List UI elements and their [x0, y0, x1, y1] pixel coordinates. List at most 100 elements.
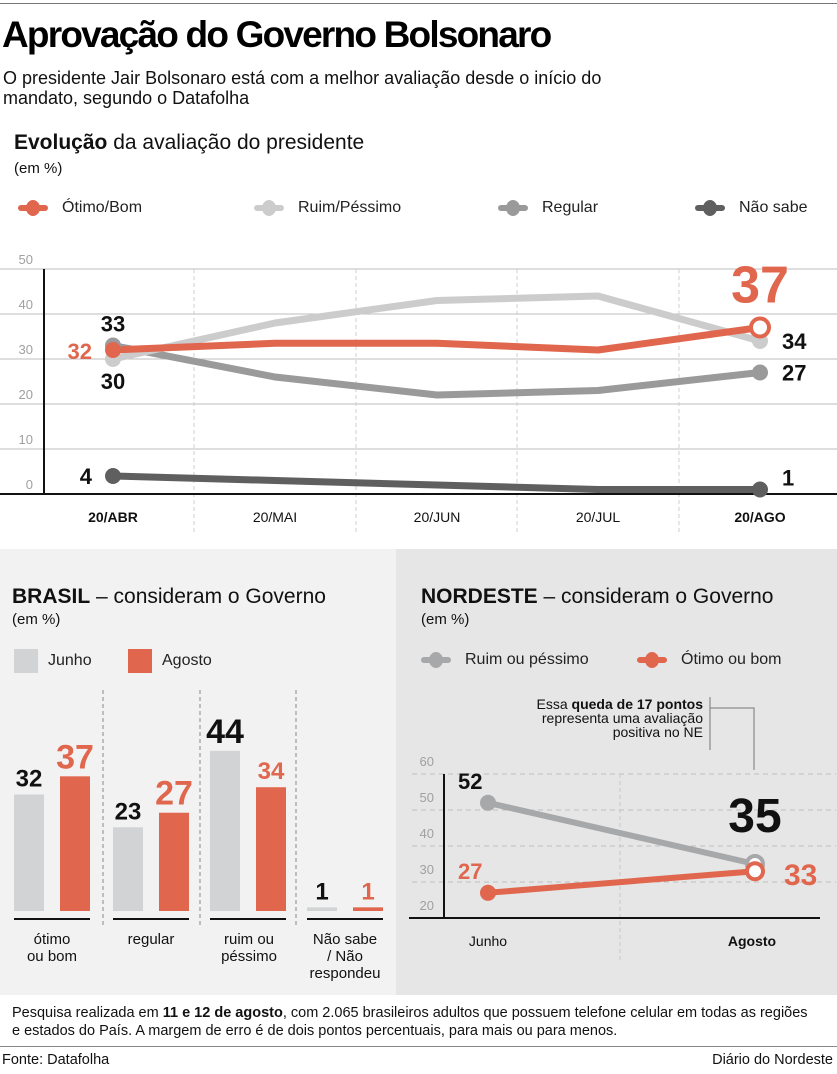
y-tick-label: 0 [26, 477, 33, 492]
bar-agosto [353, 907, 383, 911]
y-tick-label: 30 [420, 862, 434, 877]
bar-junho [113, 827, 143, 911]
bar-value-label: 27 [155, 775, 193, 813]
series-line-ruim-p-ssimo [109, 292, 764, 363]
category-label: ótimo ou bom [26, 931, 78, 965]
legend-ruim-pessimo: Ruim/Péssimo [254, 199, 401, 217]
data-point [745, 861, 765, 882]
category-label: Não sabe / Não respondeu [309, 931, 381, 982]
nordeste-panel [396, 549, 837, 995]
data-label: 33 [101, 312, 125, 337]
x-tick-label: 20/MAI [253, 509, 297, 525]
bar-value-label: 1 [315, 878, 328, 905]
y-tick-label: 20 [420, 898, 434, 913]
bar-agosto [60, 776, 90, 911]
bar-junho [14, 794, 44, 911]
data-point [480, 884, 496, 901]
note-text: Pesquisa realizada em [12, 1005, 163, 1021]
brasil-title-bold: BRASIL [12, 585, 91, 608]
page-subtitle: O presidente Jair Bolsonaro está com a m… [3, 68, 602, 108]
legend-otimo-bom: Ótimo/Bom [18, 199, 142, 217]
y-tick-label: 60 [420, 754, 434, 769]
series-line [485, 868, 758, 896]
bar-value-label: 37 [56, 738, 94, 776]
top-rule [0, 3, 837, 4]
annotation-text: representa uma avaliação positiva no NE [541, 710, 703, 740]
evolucao-title-bold: Evolução [14, 131, 108, 154]
data-label: 1 [782, 466, 794, 491]
data-label: 27 [458, 859, 482, 884]
nordeste-title-rest: – consideram o Governo [537, 585, 774, 608]
data-point [105, 468, 121, 484]
legend-marker-icon [695, 200, 725, 216]
note-bold: 11 e 12 de agosto [162, 1005, 283, 1021]
legend-ne-otimo: Ótimo ou bom [637, 651, 781, 669]
bar-value-label: 44 [206, 713, 244, 751]
evolucao-title: Evolução da avaliação do presidente [14, 131, 364, 155]
legend-label: Não sabe [739, 199, 808, 216]
survey-note: Pesquisa realizada em 11 e 12 de agosto,… [12, 1004, 812, 1040]
publisher-credit: Diário do Nordeste [712, 1052, 833, 1068]
y-tick-label: 50 [19, 252, 33, 267]
category-label: regular [127, 931, 175, 948]
series-line--timo-bom [109, 324, 764, 354]
annotation-text: Essa [536, 696, 572, 712]
category-label: ruim ou péssimo [221, 931, 277, 965]
bar-value-label: 32 [16, 766, 43, 793]
data-label: 27 [782, 361, 806, 386]
y-tick-label: 50 [420, 790, 434, 805]
data-label-highlight: 35 [728, 790, 781, 843]
y-tick-label: 20 [19, 387, 33, 402]
x-tick-label: 20/ABR [88, 509, 138, 525]
brasil-unit: (em %) [12, 611, 61, 628]
x-tick-label: 20/AGO [734, 509, 785, 525]
legend-swatch-icon [128, 649, 152, 673]
legend-regular: Regular [498, 199, 598, 217]
legend-label: Regular [542, 199, 599, 216]
series-line [485, 799, 758, 867]
brasil-bar-chart: 32 37 23 27 44 34 1 1 [14, 690, 383, 925]
source-credit: Fonte: Datafolha [2, 1052, 110, 1068]
bar-junho [307, 907, 337, 911]
data-label: 32 [68, 339, 92, 364]
data-label: 30 [101, 369, 125, 394]
series-line-n-o-sabe [109, 472, 764, 493]
y-tick-label: 10 [19, 432, 33, 447]
y-tick-label: 40 [19, 297, 33, 312]
bar-agosto [256, 787, 286, 911]
data-point [105, 342, 121, 358]
data-label: 4 [80, 464, 93, 489]
brasil-title: BRASIL – consideram o Governo [12, 585, 326, 609]
legend-ne-ruim: Ruim ou péssimo [421, 651, 589, 669]
legend-label: Ótimo/Bom [62, 199, 143, 216]
data-point [752, 364, 768, 381]
legend-label: Ruim ou péssimo [465, 651, 589, 668]
legend-nao-sabe: Não sabe [695, 199, 808, 217]
legend-swatch-icon [14, 649, 38, 673]
legend-marker-icon [421, 652, 451, 668]
legend-label: Ótimo ou bom [681, 651, 782, 668]
legend-marker-icon [498, 200, 528, 216]
data-point [752, 481, 768, 498]
x-tick-label: 20/JUN [414, 509, 461, 525]
bar-agosto [159, 812, 189, 911]
nordeste-title-bold: NORDESTE [421, 585, 538, 608]
data-label: 33 [784, 859, 817, 892]
bar-value-label: 23 [115, 798, 142, 825]
legend-agosto: Agosto [128, 649, 212, 673]
legend-marker-icon [18, 200, 48, 216]
x-tick-label: 20/JUL [576, 509, 621, 525]
legend-marker-icon [637, 652, 667, 668]
page-title: Aprovação do Governo Bolsonaro [2, 14, 552, 55]
nordeste-title: NORDESTE – consideram o Governo [421, 585, 773, 609]
evolucao-title-rest: da avaliação do presidente [107, 131, 365, 154]
legend-label: Agosto [162, 652, 212, 669]
bar-value-label: 34 [258, 758, 285, 785]
bar-value-label: 1 [361, 878, 374, 905]
legend-junho: Junho [14, 649, 92, 673]
bar-junho [210, 750, 240, 911]
footer-rule [0, 1046, 837, 1047]
x-tick-label: Junho [469, 933, 507, 949]
data-label: 34 [782, 329, 807, 354]
y-tick-label: 30 [19, 342, 33, 357]
